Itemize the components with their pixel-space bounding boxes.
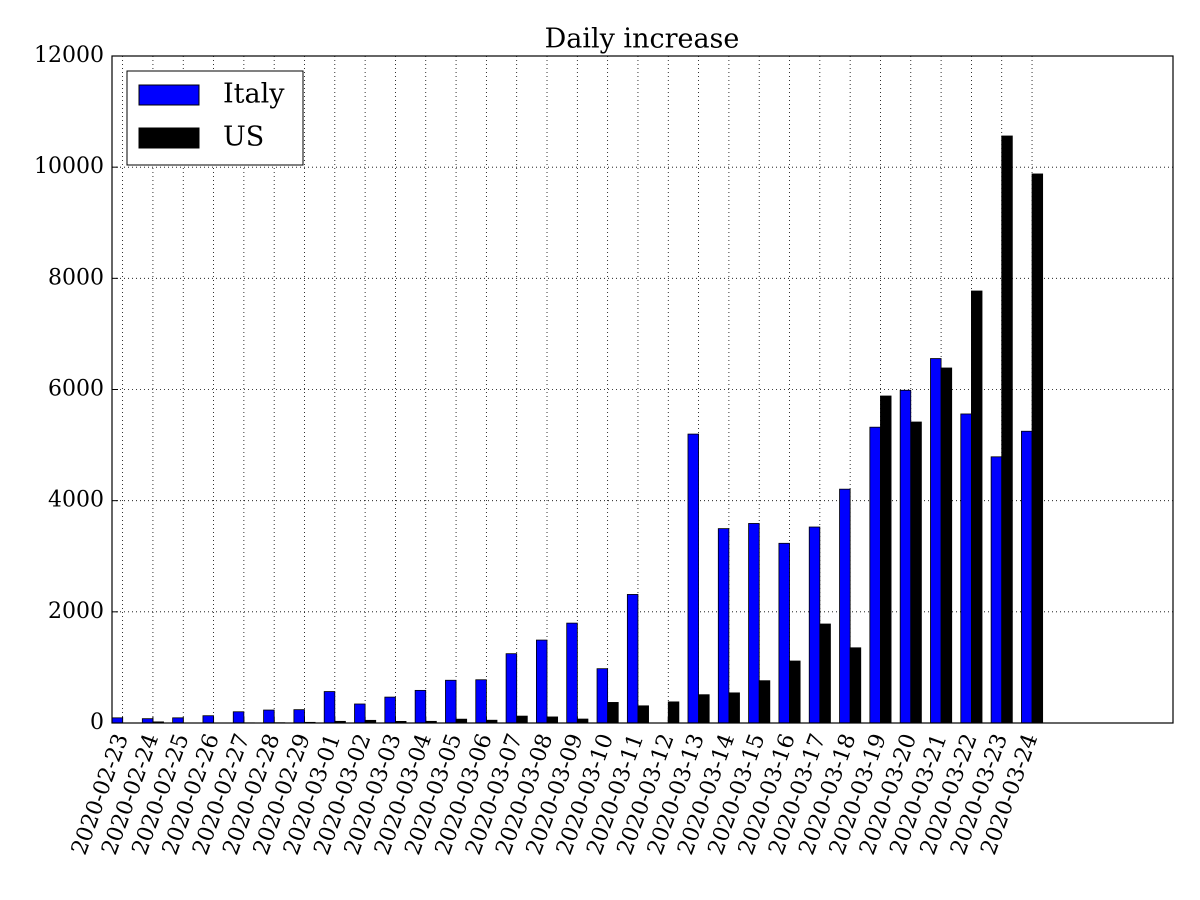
bar bbox=[637, 705, 649, 724]
chart-title: Daily increase bbox=[545, 24, 740, 55]
bar bbox=[1021, 430, 1033, 724]
bar bbox=[698, 694, 710, 724]
y-tick-label: 8000 bbox=[48, 265, 104, 290]
bar bbox=[172, 717, 184, 724]
bar bbox=[1001, 135, 1013, 724]
bar bbox=[748, 523, 760, 724]
bar bbox=[607, 702, 619, 724]
bar bbox=[516, 715, 528, 724]
bar bbox=[263, 709, 275, 724]
bar bbox=[202, 715, 214, 724]
legend-swatch bbox=[138, 84, 200, 106]
y-tick-label: 0 bbox=[90, 710, 104, 735]
bar bbox=[930, 358, 942, 724]
bar bbox=[849, 647, 862, 724]
bar bbox=[596, 668, 609, 724]
bar bbox=[758, 680, 771, 724]
bar bbox=[808, 526, 821, 724]
bar bbox=[940, 367, 953, 724]
bar bbox=[293, 709, 305, 724]
bar bbox=[728, 692, 740, 724]
bar bbox=[445, 679, 457, 724]
legend-label: Italy bbox=[223, 79, 285, 110]
bar bbox=[839, 488, 851, 724]
bar bbox=[971, 290, 983, 724]
bar bbox=[475, 679, 487, 724]
bar bbox=[354, 703, 366, 724]
bar bbox=[789, 660, 801, 724]
legend-box bbox=[126, 70, 304, 166]
bar bbox=[910, 421, 922, 724]
legend-swatch bbox=[138, 127, 200, 149]
bar bbox=[717, 528, 730, 724]
bar bbox=[536, 639, 548, 724]
bar bbox=[323, 691, 336, 724]
y-tick-label: 12000 bbox=[34, 43, 104, 68]
legend-label: US bbox=[223, 122, 264, 153]
y-tick-label: 6000 bbox=[48, 377, 104, 402]
bar bbox=[880, 395, 892, 724]
bar bbox=[626, 594, 639, 724]
bar bbox=[232, 711, 245, 724]
bar bbox=[546, 716, 559, 724]
bar bbox=[505, 653, 518, 724]
bar bbox=[899, 389, 912, 724]
bar bbox=[141, 718, 154, 724]
bar bbox=[566, 622, 578, 724]
plot-frame bbox=[111, 55, 1174, 724]
bar bbox=[960, 413, 972, 724]
bar bbox=[384, 696, 396, 724]
bar bbox=[111, 717, 124, 724]
bar bbox=[990, 456, 1003, 724]
bar bbox=[667, 701, 680, 724]
y-tick-label: 10000 bbox=[34, 154, 104, 179]
bar bbox=[778, 542, 790, 724]
bar bbox=[687, 433, 699, 724]
bar bbox=[819, 623, 831, 724]
bar bbox=[1031, 173, 1044, 724]
y-tick-label: 2000 bbox=[48, 599, 104, 624]
bar bbox=[869, 426, 881, 724]
y-tick-label: 4000 bbox=[48, 488, 104, 513]
bar bbox=[414, 689, 427, 724]
